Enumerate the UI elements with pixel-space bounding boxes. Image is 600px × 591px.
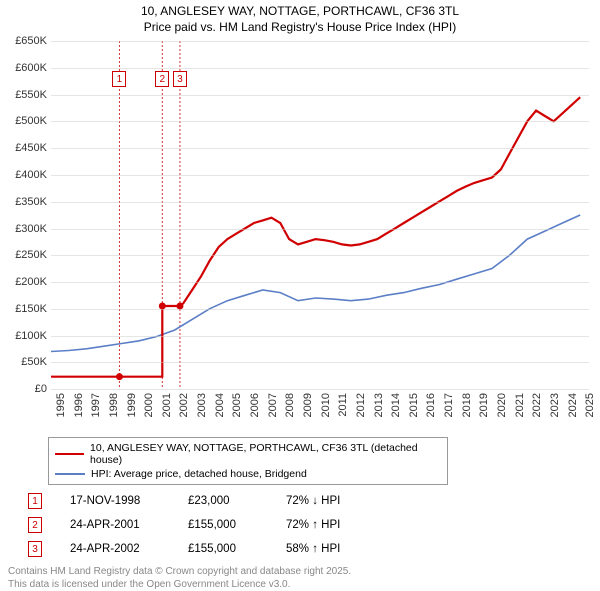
x-tick-label: 2011 [337, 393, 349, 417]
x-tick-label: 2024 [567, 393, 579, 417]
y-tick-label: £100K [5, 330, 47, 342]
x-tick-label: 2005 [231, 393, 243, 417]
hpi-line [51, 215, 580, 352]
x-tick-label: 2001 [161, 393, 173, 417]
y-tick-label: £450K [5, 142, 47, 154]
x-tick-label: 1996 [73, 393, 85, 417]
x-tick-label: 1999 [126, 393, 138, 417]
gridline [51, 175, 589, 176]
y-tick-label: £350K [5, 196, 47, 208]
gridline [51, 309, 589, 310]
event-date: 24-APR-2002 [70, 543, 160, 555]
event-marker-3: 3 [173, 71, 187, 87]
event-pct: 58% ↑ HPI [286, 543, 366, 555]
x-tick-label: 2017 [443, 393, 455, 417]
x-tick-label: 2007 [267, 393, 279, 417]
x-tick-label: 2000 [143, 393, 155, 417]
footer-line1: Contains HM Land Registry data © Crown c… [8, 566, 351, 577]
x-tick-label: 2008 [284, 393, 296, 417]
x-tick-label: 2020 [496, 393, 508, 417]
x-tick-label: 2016 [425, 393, 437, 417]
footer: Contains HM Land Registry data © Crown c… [8, 565, 592, 591]
gridline [51, 229, 589, 230]
legend: 10, ANGLESEY WAY, NOTTAGE, PORTHCAWL, CF… [48, 437, 448, 485]
x-tick-label: 2018 [461, 393, 473, 417]
gridline [51, 202, 589, 203]
event-date: 24-APR-2001 [70, 519, 160, 531]
event-num-box: 2 [28, 517, 42, 533]
event-marker-2: 2 [155, 71, 169, 87]
y-tick-label: £300K [5, 223, 47, 235]
event-row: 2 24-APR-2001 £155,000 72% ↑ HPI [28, 513, 592, 537]
title-line1: 10, ANGLESEY WAY, NOTTAGE, PORTHCAWL, CF… [141, 4, 459, 18]
y-tick-label: £200K [5, 276, 47, 288]
x-tick-label: 1998 [108, 393, 120, 417]
event-num-box: 1 [28, 493, 42, 509]
event-pct: 72% ↑ HPI [286, 519, 366, 531]
legend-swatch [55, 453, 84, 456]
y-tick-label: £400K [5, 169, 47, 181]
event-table: 1 17-NOV-1998 £23,000 72% ↓ HPI 2 24-APR-2001… [28, 489, 592, 561]
legend-label: HPI: Average price, detached house, Brid… [91, 468, 307, 480]
y-tick-label: £500K [5, 115, 47, 127]
x-tick-label: 2004 [214, 393, 226, 417]
x-tick-label: 2010 [320, 393, 332, 417]
x-tick-label: 2022 [531, 393, 543, 417]
x-tick-label: 2002 [178, 393, 190, 417]
y-tick-label: £600K [5, 62, 47, 74]
title-line2: Price paid vs. HM Land Registry's House … [144, 20, 456, 34]
chart-svg [51, 41, 589, 389]
legend-item: HPI: Average price, detached house, Brid… [55, 467, 441, 481]
gridline [51, 148, 589, 149]
gridline [51, 68, 589, 69]
y-tick-label: £150K [5, 303, 47, 315]
gridline [51, 41, 589, 42]
y-tick-label: £550K [5, 89, 47, 101]
x-tick-label: 2003 [196, 393, 208, 417]
x-tick-label: 1997 [90, 393, 102, 417]
x-tick-label: 2013 [373, 393, 385, 417]
gridline [51, 362, 589, 363]
legend-swatch [55, 473, 85, 476]
x-tick-label: 2012 [355, 393, 367, 417]
x-tick-label: 2006 [249, 393, 261, 417]
price-step-line [51, 306, 180, 377]
x-tick-label: 2015 [408, 393, 420, 417]
event-dot-1 [116, 373, 123, 380]
event-pct: 72% ↓ HPI [286, 495, 366, 507]
chart-title: 10, ANGLESEY WAY, NOTTAGE, PORTHCAWL, CF… [0, 0, 600, 35]
footer-line2: This data is licensed under the Open Gov… [8, 579, 290, 590]
event-num-box: 3 [28, 541, 42, 557]
event-date: 17-NOV-1998 [70, 495, 160, 507]
event-row: 3 24-APR-2002 £155,000 58% ↑ HPI [28, 537, 592, 561]
x-tick-label: 2021 [514, 393, 526, 417]
event-price: £155,000 [188, 519, 258, 531]
gridline [51, 282, 589, 283]
gridline [51, 255, 589, 256]
chart-area: 1 23 £0 £50K £100K £150K £200K £250K £300K £350K… [5, 37, 595, 437]
x-tick-label: 2009 [302, 393, 314, 417]
y-tick-label: £50K [5, 356, 47, 368]
event-marker-1: 1 [112, 71, 126, 87]
event-row: 1 17-NOV-1998 £23,000 72% ↓ HPI [28, 489, 592, 513]
x-tick-label: 2023 [549, 393, 561, 417]
event-price: £155,000 [188, 543, 258, 555]
legend-label: 10, ANGLESEY WAY, NOTTAGE, PORTHCAWL, CF… [90, 442, 441, 466]
y-tick-label: £650K [5, 35, 47, 47]
plot-region: 1 23 [51, 41, 589, 389]
gridline [51, 389, 589, 390]
x-tick-label: 2025 [584, 393, 596, 417]
gridline [51, 95, 589, 96]
gridline [51, 336, 589, 337]
y-tick-label: £0 [5, 383, 47, 395]
event-price: £23,000 [188, 495, 258, 507]
x-tick-label: 2014 [390, 393, 402, 417]
legend-item: 10, ANGLESEY WAY, NOTTAGE, PORTHCAWL, CF… [55, 441, 441, 467]
gridline [51, 121, 589, 122]
x-tick-label: 2019 [478, 393, 490, 417]
x-tick-label: 1995 [55, 393, 67, 417]
y-tick-label: £250K [5, 249, 47, 261]
